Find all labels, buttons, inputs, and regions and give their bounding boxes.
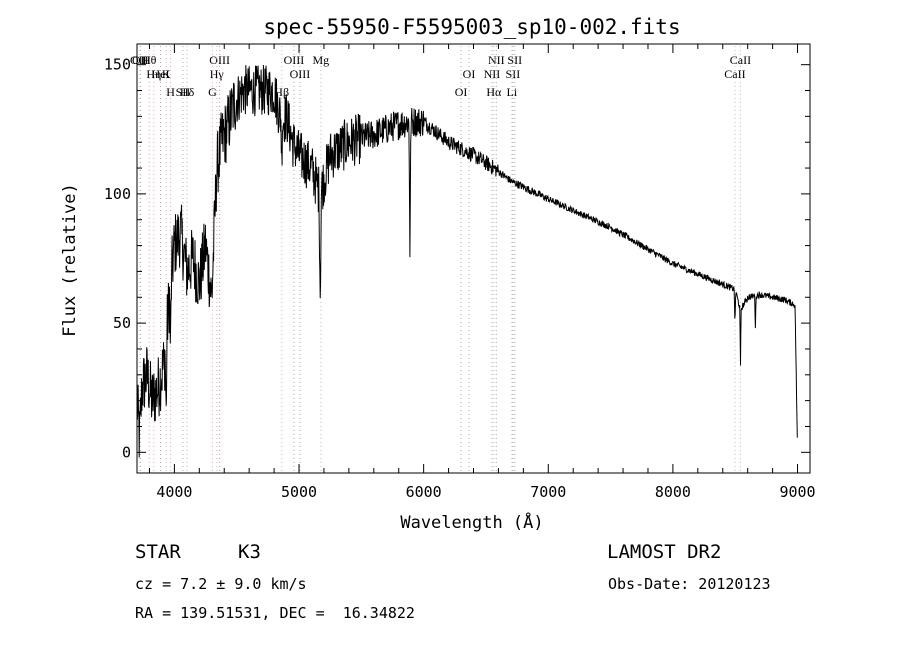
spectral-line-label: OII (132, 53, 149, 67)
spectral-line-label: H (166, 85, 175, 99)
spectral-line-label: SII (507, 53, 522, 67)
spectral-line-label: OIII (290, 67, 311, 81)
spectral-line-label: CaII (730, 53, 751, 67)
spectral-line-label: OIII (284, 53, 305, 67)
x-tick-label: 4000 (156, 483, 192, 501)
y-tick-label: 100 (104, 185, 131, 203)
spectral-line-label: NII (488, 53, 505, 67)
spectral-line-label: OI (463, 67, 476, 81)
spectral-line-label: HeI (152, 67, 170, 81)
spectral-line-label: Hα (486, 85, 502, 99)
x-tick-label: 6000 (406, 483, 442, 501)
spectral-line-label: Mg (312, 53, 329, 67)
spectrum-line (136, 64, 798, 458)
survey-name: LAMOST DR2 (607, 541, 722, 563)
object-class: STAR (135, 541, 181, 563)
object-subclass: K3 (238, 541, 261, 563)
y-tick-label: 0 (122, 443, 131, 461)
spectral-line-label: SII (506, 67, 521, 81)
spectral-line-label: Hθ (142, 53, 157, 67)
obs-date: Obs-Date: 20120123 (608, 575, 771, 593)
spectral-line-label: OI (455, 85, 468, 99)
redshift-cz: cz = 7.2 ± 9.0 km/s (135, 575, 307, 593)
spectral-line-label: Li (507, 85, 518, 99)
x-axis-label: Wavelength (Å) (400, 511, 543, 533)
spectral-line-label: K (162, 67, 171, 81)
spectral-line-label: SII (176, 85, 191, 99)
chart-title: spec-55950-F5595003_sp10-002.fits (263, 15, 680, 39)
spectral-line-markers: HθKHδOIIHeISIIOIIIHηHOIIIHγGOIIIOIIIHβMg… (130, 46, 751, 472)
spectral-line-label: CaII (724, 67, 745, 81)
y-axis-label: Flux (relative) (60, 183, 80, 337)
spectral-line-label: NII (484, 67, 501, 81)
x-tick-label: 5000 (281, 483, 317, 501)
x-tick-label: 9000 (779, 483, 815, 501)
spectral-line-label: Hδ (180, 85, 195, 99)
spectral-line-label: G (208, 85, 217, 99)
axis-ticks: 4000 5000 6000 7000 8000 9000 0 50 100 150 (104, 44, 816, 501)
spectral-line-label: OIII (209, 53, 230, 67)
spectral-line-label: Hη (146, 67, 161, 81)
spectral-line-label: Hγ (210, 67, 225, 81)
y-tick-label: 150 (104, 56, 131, 74)
x-tick-label: 7000 (530, 483, 566, 501)
x-tick-label: 8000 (655, 483, 691, 501)
spectral-line-label: OIII (130, 53, 151, 67)
ra-dec-coords: RA = 139.51531, DEC = 16.34822 (135, 604, 415, 622)
y-tick-label: 50 (113, 314, 131, 332)
